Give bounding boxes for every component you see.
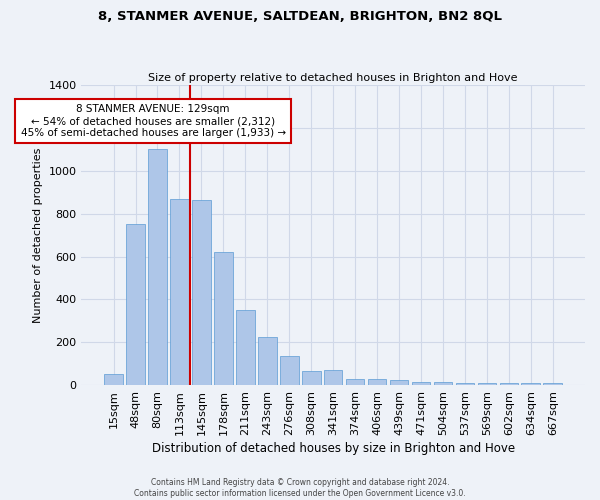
Bar [500, 383, 518, 385]
Bar [521, 383, 540, 385]
Bar [258, 337, 277, 385]
Bar [455, 383, 474, 385]
Bar [302, 372, 320, 385]
X-axis label: Distribution of detached houses by size in Brighton and Hove: Distribution of detached houses by size … [152, 442, 515, 455]
Text: 8, STANMER AVENUE, SALTDEAN, BRIGHTON, BN2 8QL: 8, STANMER AVENUE, SALTDEAN, BRIGHTON, B… [98, 10, 502, 23]
Bar [192, 200, 211, 385]
Text: Contains HM Land Registry data © Crown copyright and database right 2024.
Contai: Contains HM Land Registry data © Crown c… [134, 478, 466, 498]
Bar [148, 150, 167, 385]
Text: 8 STANMER AVENUE: 129sqm
← 54% of detached houses are smaller (2,312)
45% of sem: 8 STANMER AVENUE: 129sqm ← 54% of detach… [20, 104, 286, 138]
Bar [236, 310, 254, 385]
Bar [280, 356, 299, 385]
Bar [434, 382, 452, 385]
Bar [324, 370, 343, 385]
Title: Size of property relative to detached houses in Brighton and Hove: Size of property relative to detached ho… [148, 73, 518, 83]
Y-axis label: Number of detached properties: Number of detached properties [33, 148, 43, 323]
Bar [478, 383, 496, 385]
Bar [412, 382, 430, 385]
Bar [390, 380, 409, 385]
Bar [214, 252, 233, 385]
Bar [104, 374, 123, 385]
Bar [544, 383, 562, 385]
Bar [126, 224, 145, 385]
Bar [368, 379, 386, 385]
Bar [170, 198, 189, 385]
Bar [346, 379, 364, 385]
